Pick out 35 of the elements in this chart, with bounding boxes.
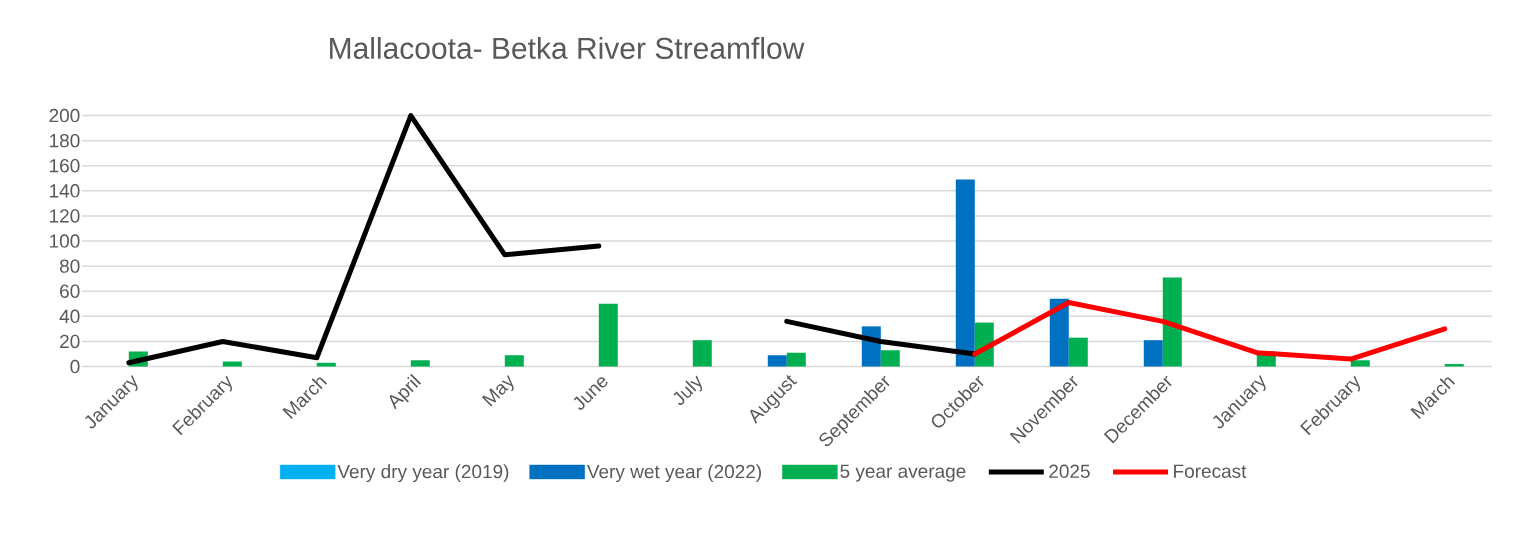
- bar: [1350, 360, 1370, 367]
- bar: [880, 350, 900, 367]
- chart-title: Mallacoota- Betka River Streamflow: [330, 36, 805, 60]
- bar: [786, 352, 806, 367]
- bar: [692, 340, 712, 367]
- y-tick-label: 180: [50, 133, 80, 148]
- y-tick-label: 100: [50, 234, 80, 248]
- legend-label: 5 year average: [840, 464, 966, 482]
- bar: [222, 361, 242, 367]
- bar: [504, 355, 524, 367]
- y-tick-label: 200: [49, 108, 80, 123]
- bar: [767, 355, 787, 367]
- bar: [1444, 364, 1464, 367]
- x-tick-label: July: [673, 375, 703, 405]
- y-tick-label: 60: [60, 284, 80, 298]
- bar: [316, 362, 336, 367]
- legend-label: Very wet year (2022): [586, 464, 761, 483]
- bar: [1143, 340, 1163, 367]
- bar: [410, 360, 430, 367]
- y-tick-label: 0: [70, 359, 80, 374]
- y-tick-label: 140: [50, 184, 80, 198]
- y-tick-label: 160: [50, 159, 80, 173]
- legend-label: Very dry year (2019): [337, 464, 509, 483]
- y-tick-label: 40: [59, 309, 80, 324]
- x-tick-label: May: [481, 375, 514, 407]
- bar: [1068, 337, 1088, 367]
- bar: [1162, 277, 1182, 367]
- legend-label: 2025: [1049, 464, 1090, 479]
- y-tick-label: 20: [60, 334, 80, 349]
- bar: [598, 303, 618, 367]
- legend-label: Forecast: [1174, 464, 1247, 478]
- bar: [955, 179, 975, 367]
- y-tick-label: 80: [59, 259, 80, 273]
- y-tick-label: 120: [50, 209, 80, 223]
- bar: [1049, 298, 1069, 367]
